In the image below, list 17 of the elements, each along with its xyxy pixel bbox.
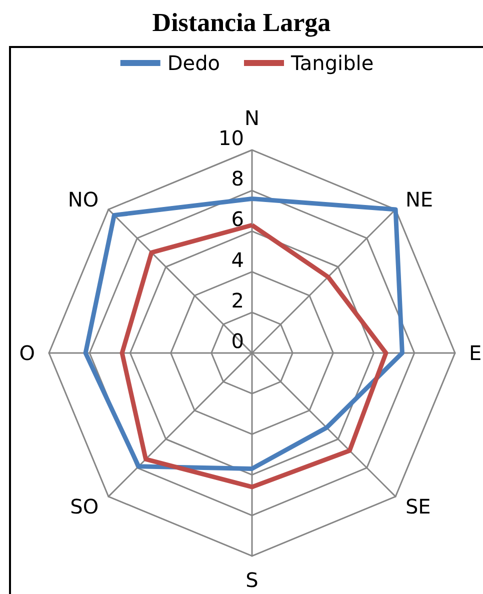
spoke-label: SE <box>405 494 431 518</box>
spoke-label: NE <box>405 188 434 212</box>
y-tick-label: 8 <box>231 166 244 191</box>
spoke-label: NO <box>68 188 99 212</box>
chart-title: Distancia Larga <box>151 8 332 38</box>
y-tick-label: 4 <box>231 248 244 272</box>
spoke-label: SO <box>70 494 99 518</box>
legend-label: Tangible <box>290 51 374 75</box>
y-tick-label: 6 <box>231 207 244 232</box>
spoke-label: S <box>246 568 258 592</box>
spoke-label: O <box>19 341 35 365</box>
spoke-label: E <box>469 341 482 365</box>
y-tick-label: 0 <box>231 329 244 353</box>
spoke-label: N <box>244 106 260 130</box>
y-tick-label: 10 <box>218 126 244 150</box>
y-tick-label: 2 <box>231 288 244 312</box>
legend-label: Dedo <box>167 51 220 75</box>
